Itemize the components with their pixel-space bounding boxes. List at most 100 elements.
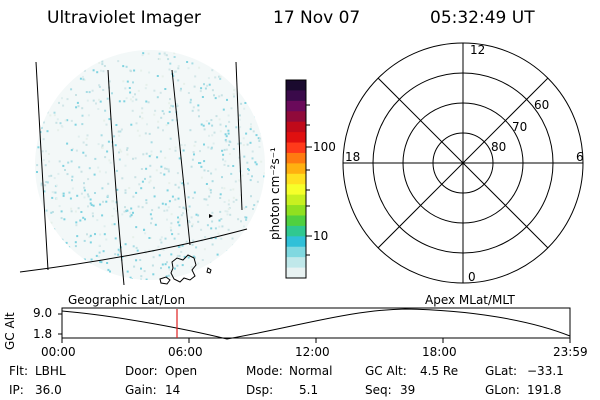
speckle xyxy=(111,215,114,217)
speckle xyxy=(168,110,171,113)
speckle xyxy=(181,182,183,185)
speckle xyxy=(150,222,152,225)
speckle xyxy=(233,95,235,98)
speckle xyxy=(107,268,110,271)
speckle xyxy=(147,101,150,104)
speckle xyxy=(140,278,142,280)
speckle xyxy=(53,111,56,114)
speckle xyxy=(208,122,211,125)
speckle xyxy=(170,222,173,225)
speckle xyxy=(164,203,167,206)
polar-lat-70: 70 xyxy=(512,120,528,134)
speckle xyxy=(144,87,147,90)
speckle xyxy=(167,168,170,171)
speckle xyxy=(164,88,167,90)
speckle xyxy=(140,69,143,72)
speckle xyxy=(77,135,80,138)
speckle xyxy=(168,182,171,185)
speckle xyxy=(41,254,44,257)
speckle xyxy=(88,91,91,94)
polar-label-12: 12 xyxy=(470,43,486,57)
speckle xyxy=(56,251,59,254)
speckle xyxy=(252,208,254,210)
colorbar-segment xyxy=(286,246,306,258)
seq-value: 39 xyxy=(400,383,416,397)
speckle xyxy=(82,54,85,57)
speckle xyxy=(177,197,180,200)
speckle xyxy=(191,109,194,112)
speckle xyxy=(197,262,200,265)
colorbar-tick-10: 10 xyxy=(313,229,329,243)
speckle xyxy=(219,77,222,80)
speckle xyxy=(36,171,38,173)
speckle xyxy=(259,71,262,74)
speckle xyxy=(160,116,163,119)
speckle xyxy=(124,206,126,209)
speckle xyxy=(233,74,235,77)
speckle xyxy=(259,102,262,105)
speckle xyxy=(148,71,151,74)
speckle xyxy=(75,73,77,76)
speckle xyxy=(234,180,237,183)
speckle xyxy=(46,181,49,184)
speckle xyxy=(166,218,168,221)
speckle xyxy=(87,178,90,181)
speckle xyxy=(79,219,82,222)
speckle xyxy=(43,190,46,193)
speckle xyxy=(249,141,252,144)
speckle xyxy=(181,179,184,181)
speckle xyxy=(104,109,107,112)
speckle xyxy=(257,220,260,223)
colorbar-segment xyxy=(286,184,306,196)
speckle xyxy=(76,194,79,197)
speckle xyxy=(150,150,153,153)
colorbar-segment xyxy=(286,121,306,133)
speckle xyxy=(126,209,129,212)
speckle xyxy=(180,250,183,253)
speckle xyxy=(140,267,142,270)
speckle xyxy=(232,188,235,191)
speckle xyxy=(40,126,43,129)
speckle xyxy=(252,130,255,133)
speckle xyxy=(171,195,174,198)
speckle xyxy=(103,225,106,228)
speckle xyxy=(45,181,48,183)
speckle xyxy=(257,72,260,75)
speckle xyxy=(126,147,129,150)
speckle xyxy=(149,164,152,167)
speckle xyxy=(145,199,148,202)
speckle xyxy=(68,67,71,70)
speckle xyxy=(42,159,45,162)
speckle xyxy=(228,199,230,202)
speckle xyxy=(134,157,137,160)
speckle xyxy=(166,261,168,264)
speckle xyxy=(129,91,132,94)
speckle xyxy=(39,270,42,273)
speckle xyxy=(197,275,200,278)
speckle xyxy=(239,81,242,84)
speckle xyxy=(40,182,43,185)
colorbar-segment xyxy=(286,215,306,227)
speckle xyxy=(169,98,171,101)
speckle xyxy=(101,214,104,217)
speckle xyxy=(238,88,241,91)
speckle xyxy=(230,249,233,252)
speckle xyxy=(259,128,262,131)
speckle xyxy=(203,169,206,172)
speckle xyxy=(81,114,84,117)
speckle xyxy=(62,78,65,81)
speckle xyxy=(132,81,134,84)
speckle xyxy=(61,238,64,241)
timeline-ytick-high: 9.0 xyxy=(33,306,53,320)
speckle xyxy=(53,80,56,82)
speckle xyxy=(168,268,171,271)
speckle xyxy=(232,244,234,247)
speckle xyxy=(221,176,223,179)
speckle xyxy=(46,73,49,76)
speckle xyxy=(222,267,225,270)
speckle xyxy=(258,146,261,148)
speckle xyxy=(169,137,172,140)
speckle xyxy=(242,144,245,147)
speckle xyxy=(218,219,221,222)
speckle xyxy=(71,175,74,178)
